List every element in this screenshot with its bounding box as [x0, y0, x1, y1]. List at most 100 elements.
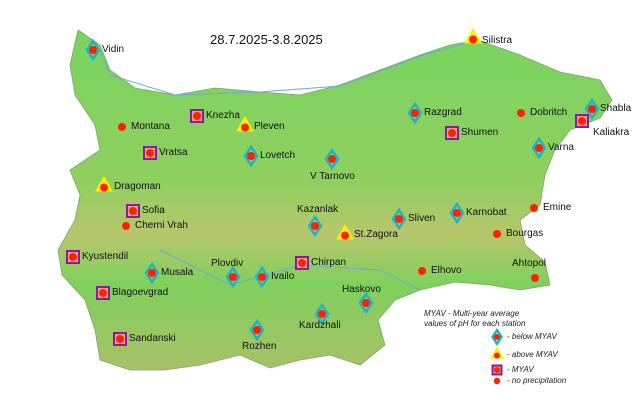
station-label: Dobritch — [530, 107, 568, 118]
diamond-below-icon — [407, 101, 423, 125]
red-dot-icon — [146, 149, 154, 157]
station-marker-varna — [531, 136, 547, 160]
red-dot-icon — [229, 273, 237, 281]
station-marker-kazanlak — [307, 214, 323, 238]
station-label: Vidin — [102, 44, 125, 55]
station-marker-blagoevgrad — [96, 286, 110, 300]
diamond-below-icon — [490, 327, 504, 347]
station-marker-bourgas — [493, 230, 501, 238]
diamond-below-icon — [254, 265, 270, 289]
station-marker-dobritch — [517, 109, 525, 117]
diamond-below-icon — [249, 318, 265, 342]
diamond-below-icon — [391, 207, 407, 231]
diamond-below-icon — [531, 136, 547, 160]
station-marker-v-tarnovo — [324, 147, 340, 171]
station-label: Haskovo — [342, 284, 381, 295]
red-dot-icon — [469, 35, 477, 44]
station-marker-elhovo — [418, 267, 426, 275]
red-dot-icon — [517, 109, 525, 117]
station-marker-rozhen — [249, 318, 265, 342]
diamond-below-icon — [314, 302, 330, 326]
diamond-below-icon — [324, 147, 340, 171]
red-dot-icon — [535, 144, 543, 152]
station-label: Lovetch — [260, 150, 296, 161]
station-marker-kaliakra — [575, 114, 589, 128]
station-label: Montana — [131, 121, 170, 132]
station-label: Kardzhali — [299, 320, 341, 331]
station-marker-plovdiv — [225, 265, 241, 289]
station-label: Shabla — [600, 103, 632, 114]
legend-item-none: - no precipitation — [507, 376, 567, 385]
country-shape — [57, 29, 613, 371]
red-dot-icon — [118, 123, 126, 131]
red-dot-icon — [258, 273, 266, 281]
station-marker-ahtopol — [531, 274, 539, 282]
red-dot-icon — [341, 231, 349, 240]
station-label: V Tarnovo — [310, 171, 355, 182]
station-label: Vratsa — [159, 147, 188, 158]
station-label: Ivailo — [271, 271, 295, 282]
red-dot-icon — [453, 209, 461, 217]
station-marker-kardzhali — [314, 302, 330, 326]
diamond-below-icon — [358, 291, 374, 315]
red-dot-icon — [69, 253, 77, 261]
station-marker-vratsa — [143, 146, 157, 160]
red-dot-icon — [311, 222, 319, 230]
station-label: Kaliakra — [593, 127, 630, 138]
station-label: Pleven — [254, 121, 285, 132]
red-dot-icon — [448, 129, 456, 137]
red-dot-icon — [588, 105, 596, 113]
station-label: Elhovo — [431, 265, 462, 276]
station-marker-lovetch — [243, 144, 259, 168]
station-marker-chirpan — [295, 256, 309, 270]
red-dot-icon — [253, 326, 261, 334]
station-marker-vidin — [85, 38, 101, 62]
red-dot-icon — [318, 310, 326, 318]
legend-item-above: - above MYAV — [507, 350, 558, 359]
legend-note-line1: MYAV - Multi-year average — [424, 309, 520, 318]
station-marker-shumen — [445, 126, 459, 140]
red-dot-icon — [328, 155, 336, 163]
station-marker-knezha — [190, 109, 204, 123]
red-dot-icon — [362, 299, 370, 307]
red-dot-icon — [100, 183, 108, 192]
station-marker-emine — [530, 204, 538, 212]
red-dot-icon — [494, 367, 500, 373]
red-dot-icon — [298, 259, 306, 267]
legend-note: MYAV - Multi-year average values of pH f… — [424, 309, 525, 329]
diamond-below-icon — [449, 201, 465, 225]
station-label: Emine — [543, 202, 572, 213]
red-dot-icon — [247, 152, 255, 160]
red-dot-icon — [493, 377, 501, 385]
station-label: Sliven — [408, 213, 436, 224]
station-label: Shumen — [461, 127, 499, 138]
station-label: Bourgas — [506, 228, 544, 239]
station-marker-ivailo — [254, 265, 270, 289]
station-label: Musala — [161, 267, 194, 278]
station-label: Sandanski — [129, 333, 176, 344]
station-marker-montana — [118, 123, 126, 131]
date-range-title: 28.7.2025-3.8.2025 — [210, 32, 323, 47]
station-label: Cherni Vrah — [135, 220, 188, 231]
station-label: Karnobat — [466, 207, 507, 218]
diamond-below-icon — [225, 265, 241, 289]
red-dot-icon — [494, 334, 500, 340]
diamond-below-icon — [243, 144, 259, 168]
station-marker-cherni-vrah — [122, 222, 130, 230]
red-dot-icon — [411, 109, 419, 117]
station-label: Chirpan — [311, 257, 347, 268]
red-dot-icon — [418, 267, 426, 275]
diamond-below-icon — [144, 261, 160, 285]
station-marker-st-zagora — [336, 223, 354, 240]
legend-note-line2: values of pH for each station — [424, 319, 526, 328]
red-dot-icon — [193, 112, 201, 120]
legend-item-below: - below MYAV — [507, 332, 557, 341]
station-marker-haskovo — [358, 291, 374, 315]
danube-river — [99, 39, 479, 96]
station-marker-sliven — [391, 207, 407, 231]
red-dot-icon — [116, 335, 124, 343]
station-label: Kyustendil — [82, 251, 129, 262]
station-marker-razgrad — [407, 101, 423, 125]
station-marker-shabla — [584, 97, 600, 121]
